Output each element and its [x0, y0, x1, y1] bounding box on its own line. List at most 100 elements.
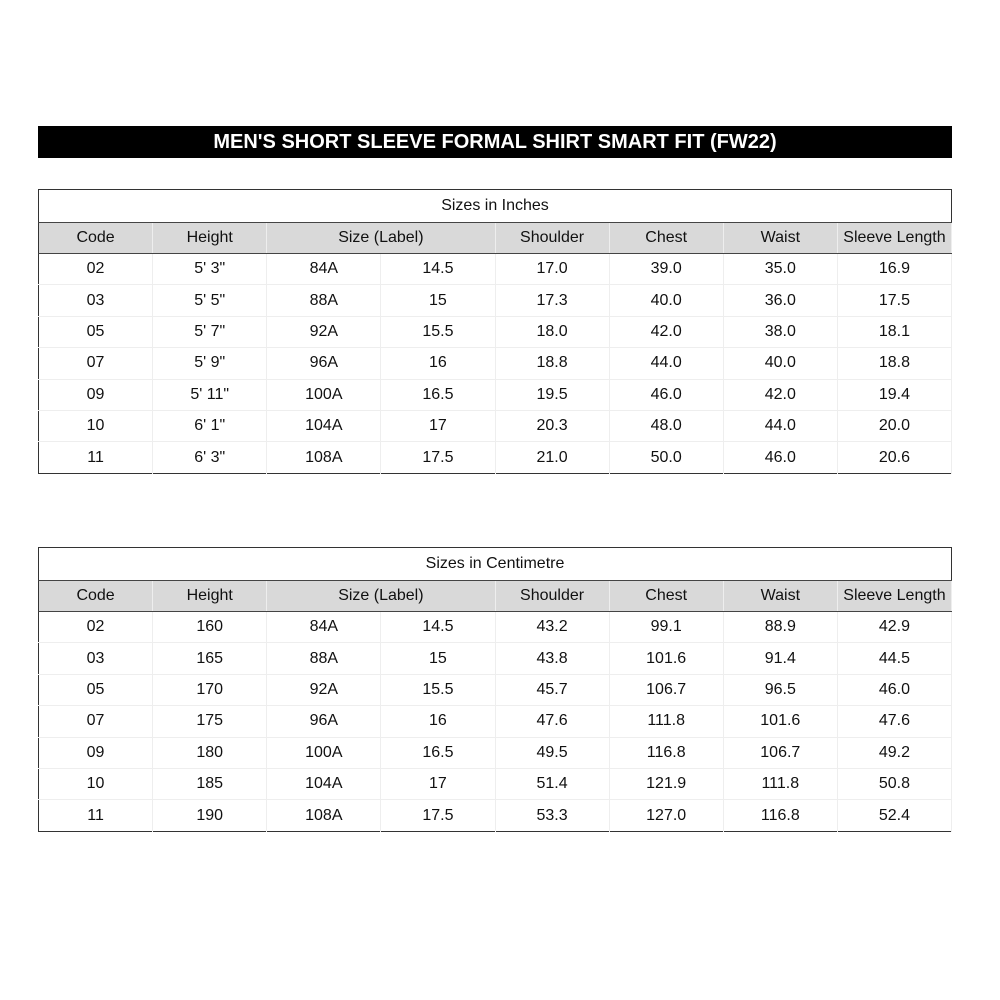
cell-chest: 42.0	[609, 315, 724, 348]
column-header: Size (Label)	[266, 222, 496, 254]
cell-height: 175	[152, 705, 268, 738]
cell-size-label: 108A	[266, 441, 382, 474]
table-row: 02 160 84A 14.5 43.2 99.1 88.9 42.9	[38, 610, 953, 643]
cell-size-number: 15	[380, 642, 496, 675]
column-header: Chest	[609, 580, 724, 612]
cell-size-number: 17.5	[380, 799, 496, 832]
table-caption: Sizes in Inches	[38, 189, 952, 223]
cell-chest: 101.6	[609, 642, 724, 675]
cell-chest: 111.8	[609, 705, 724, 738]
cell-size-number: 16.5	[380, 378, 496, 411]
cell-size-label: 108A	[266, 799, 382, 832]
cell-code: 05	[38, 315, 154, 348]
cell-height: 185	[152, 767, 268, 800]
cell-shoulder: 43.8	[495, 642, 610, 675]
cell-waist: 106.7	[723, 736, 838, 769]
table-row: 07 175 96A 16 47.6 111.8 101.6 47.6	[38, 705, 953, 738]
cell-waist: 88.9	[723, 610, 838, 643]
cell-height: 5' 5"	[152, 284, 268, 317]
cell-chest: 127.0	[609, 799, 724, 832]
cell-height: 5' 9"	[152, 347, 268, 380]
header-row: Code Height Size (Label) Shoulder Chest Waist…	[38, 222, 953, 254]
cell-shoulder: 17.0	[495, 252, 610, 285]
cell-size-label: 84A	[266, 252, 382, 285]
cell-chest: 39.0	[609, 252, 724, 285]
cell-size-number: 15.5	[380, 315, 496, 348]
cell-size-number: 15.5	[380, 673, 496, 706]
cell-waist: 111.8	[723, 767, 838, 800]
cell-height: 165	[152, 642, 268, 675]
cell-size-number: 16	[380, 705, 496, 738]
cell-size-number: 14.5	[380, 610, 496, 643]
cell-shoulder: 51.4	[495, 767, 610, 800]
page-title: MEN'S SHORT SLEEVE FORMAL SHIRT SMART FI…	[38, 126, 952, 158]
cell-code: 11	[38, 441, 154, 474]
cell-sleeve-length: 18.8	[837, 347, 953, 380]
cell-shoulder: 47.6	[495, 705, 610, 738]
cell-chest: 46.0	[609, 378, 724, 411]
cell-chest: 106.7	[609, 673, 724, 706]
cell-code: 07	[38, 705, 154, 738]
cell-height: 180	[152, 736, 268, 769]
cell-size-number: 17.5	[380, 441, 496, 474]
cell-size-label: 92A	[266, 315, 382, 348]
cell-height: 5' 7"	[152, 315, 268, 348]
cell-size-label: 96A	[266, 705, 382, 738]
cell-waist: 91.4	[723, 642, 838, 675]
table-row: 09 180 100A 16.5 49.5 116.8 106.7 49.2	[38, 736, 953, 769]
column-header: Shoulder	[495, 580, 610, 612]
table-row: 05 170 92A 15.5 45.7 106.7 96.5 46.0	[38, 673, 953, 706]
cell-size-number: 14.5	[380, 252, 496, 285]
cell-shoulder: 21.0	[495, 441, 610, 474]
column-header: Code	[38, 222, 154, 254]
cell-chest: 121.9	[609, 767, 724, 800]
cell-shoulder: 17.3	[495, 284, 610, 317]
cell-size-label: 100A	[266, 378, 382, 411]
cell-shoulder: 43.2	[495, 610, 610, 643]
column-header: Sleeve Length	[837, 222, 953, 254]
cell-size-label: 96A	[266, 347, 382, 380]
cell-sleeve-length: 18.1	[837, 315, 953, 348]
cell-code: 02	[38, 252, 154, 285]
cell-height: 6' 1"	[152, 409, 268, 442]
cell-height: 6' 3"	[152, 441, 268, 474]
column-header: Height	[152, 580, 268, 612]
cell-waist: 36.0	[723, 284, 838, 317]
table-caption-row: Sizes in Centimetre	[38, 547, 952, 581]
cell-sleeve-length: 46.0	[837, 673, 953, 706]
cell-size-label: 84A	[266, 610, 382, 643]
column-header: Height	[152, 222, 268, 254]
cell-size-number: 16.5	[380, 736, 496, 769]
cell-shoulder: 49.5	[495, 736, 610, 769]
cell-height: 160	[152, 610, 268, 643]
cell-sleeve-length: 50.8	[837, 767, 953, 800]
cell-size-number: 15	[380, 284, 496, 317]
cell-size-label: 88A	[266, 284, 382, 317]
cell-shoulder: 18.8	[495, 347, 610, 380]
cell-chest: 50.0	[609, 441, 724, 474]
cell-waist: 40.0	[723, 347, 838, 380]
table-row: 02 5' 3" 84A 14.5 17.0 39.0 35.0 16.9	[38, 252, 953, 285]
cell-sleeve-length: 42.9	[837, 610, 953, 643]
cell-sleeve-length: 19.4	[837, 378, 953, 411]
cell-sleeve-length: 16.9	[837, 252, 953, 285]
inches-size-table: Sizes in Inches Code Height Size (Label) Sho…	[38, 189, 953, 474]
cell-sleeve-length: 47.6	[837, 705, 953, 738]
column-header: Size (Label)	[266, 580, 496, 612]
cell-size-number: 17	[380, 767, 496, 800]
header-row: Code Height Size (Label) Shoulder Chest Waist…	[38, 580, 953, 612]
table-row: 03 5' 5" 88A 15 17.3 40.0 36.0 17.5	[38, 284, 953, 317]
cell-waist: 46.0	[723, 441, 838, 474]
table-row: 03 165 88A 15 43.8 101.6 91.4 44.5	[38, 642, 953, 675]
cell-height: 190	[152, 799, 268, 832]
cell-waist: 35.0	[723, 252, 838, 285]
cell-size-number: 17	[380, 409, 496, 442]
cell-chest: 48.0	[609, 409, 724, 442]
cell-sleeve-length: 49.2	[837, 736, 953, 769]
cell-size-label: 100A	[266, 736, 382, 769]
cell-code: 09	[38, 736, 154, 769]
cell-height: 5' 3"	[152, 252, 268, 285]
centimetre-size-table: Sizes in Centimetre Code Height Size (Label…	[38, 547, 953, 832]
table-row: 07 5' 9" 96A 16 18.8 44.0 40.0 18.8	[38, 347, 953, 380]
cell-shoulder: 53.3	[495, 799, 610, 832]
